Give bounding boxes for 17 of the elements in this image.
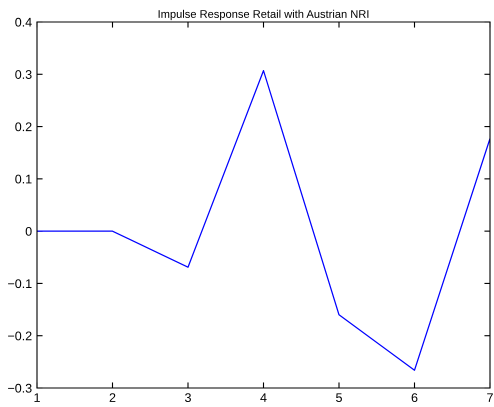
chart-title: Impulse Response Retail with Austrian NRI (158, 10, 368, 20)
y-tick-label: 0 (26, 226, 32, 236)
x-tick-label: 3 (185, 393, 191, 402)
y-tick-label: 0.1 (15, 174, 32, 184)
x-tick-label: 7 (487, 393, 493, 402)
x-tick-label: 5 (336, 393, 342, 402)
x-tick-label: 4 (260, 393, 267, 402)
y-tick-label: 0.4 (15, 18, 32, 27)
x-tick-label: 1 (34, 393, 40, 402)
y-tick-label: −0.1 (8, 279, 32, 288)
x-tick-label: 2 (110, 393, 116, 402)
y-tick-label: −0.2 (8, 332, 32, 340)
y-tick-label: −0.3 (8, 384, 32, 393)
y-tick-label: 0.3 (15, 70, 32, 79)
x-tick-label: 6 (412, 393, 418, 402)
y-tick-label: 0.2 (15, 122, 32, 132)
line-series (37, 70, 490, 371)
